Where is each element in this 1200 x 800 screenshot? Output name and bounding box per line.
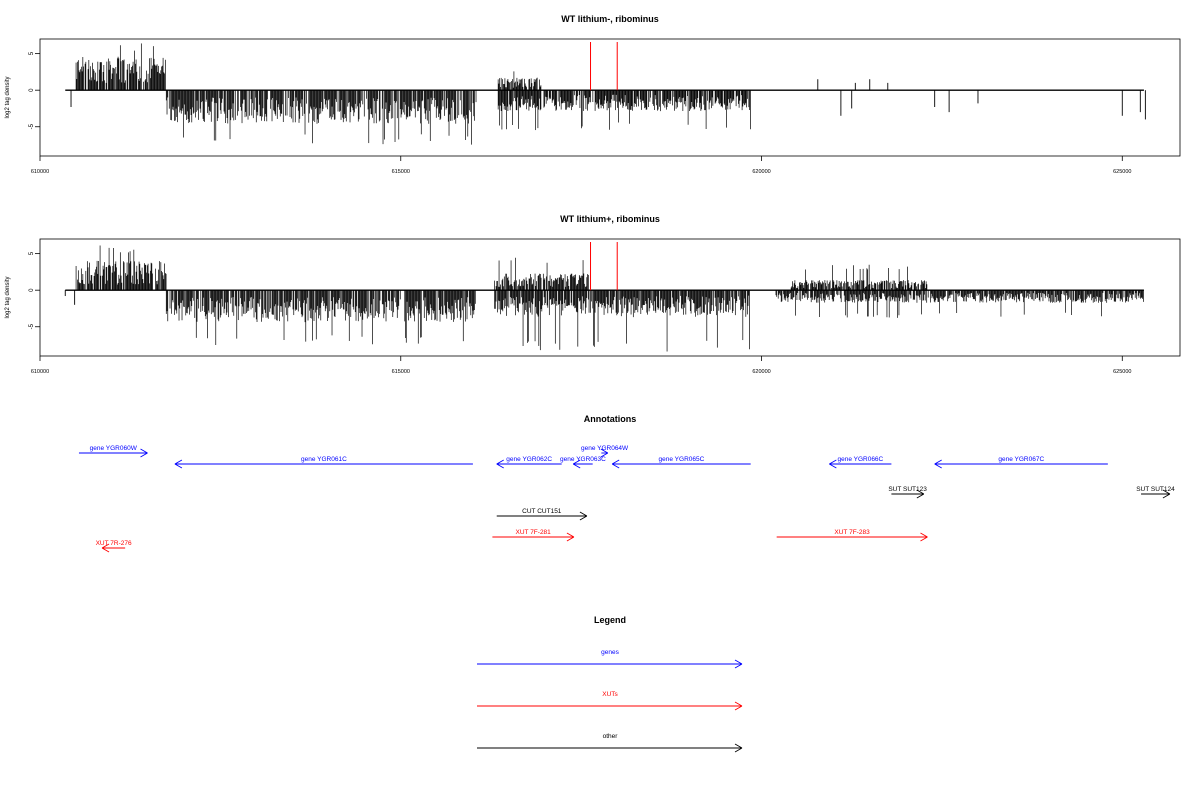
panel1-title: WT lithium-, ribominus (561, 14, 659, 24)
arrow-head (140, 452, 148, 458)
feature-arrow: gene YGR065C (611, 456, 751, 469)
feature-label: gene YGR061C (301, 456, 347, 463)
arrow-head (916, 489, 925, 495)
x-tick-label: 610000 (31, 369, 49, 375)
arrow-head (934, 459, 942, 465)
arrow-head (579, 515, 588, 521)
feature-arrow: gene YGR060W (78, 445, 148, 458)
arrow-head (101, 543, 110, 549)
arrow-head (734, 701, 743, 707)
arrow-head (611, 463, 620, 469)
x-tick-label: 625000 (1113, 369, 1131, 375)
legend-title: Legend (594, 615, 626, 625)
x-tick-label: 620000 (752, 369, 770, 375)
arrow-head (174, 459, 183, 465)
feature-arrow: gene YGR064W (581, 445, 629, 458)
arrow-head (600, 448, 609, 454)
feature-label: XUT 7F-283 (834, 529, 870, 536)
x-tick-label: 615000 (392, 369, 410, 375)
arrow-head (920, 536, 928, 542)
y-tick-label: 5 (29, 51, 35, 55)
legend-item: genes (477, 649, 743, 669)
arrow-head (496, 463, 504, 469)
arrow-head (572, 463, 581, 469)
arrow-head (611, 459, 620, 465)
x-tick-label: 615000 (392, 169, 410, 175)
feature-arrow: gene YGR067C (934, 456, 1108, 469)
feature-arrow: gene YGR061C (174, 456, 473, 469)
annotations-title: Annotations (584, 414, 637, 424)
feature-arrow: gene YGR063C (560, 456, 606, 469)
feature-arrow: XUT 7F-281 (492, 529, 575, 542)
x-tick-label: 620000 (752, 169, 770, 175)
arrow-head (101, 547, 110, 553)
legend-label: genes (601, 649, 619, 656)
y-tick-label: -5 (29, 323, 35, 329)
feature-arrow: XUT 7R-276 (96, 540, 132, 553)
arrow-head (934, 463, 942, 469)
arrow-head (572, 459, 581, 465)
feature-arrow: SUT SUT123 (888, 486, 927, 499)
legend-item: other (477, 733, 743, 753)
arrow-head (734, 705, 743, 711)
feature-label: gene YGR067C (998, 456, 1044, 463)
arrow-head (140, 448, 148, 454)
arrow-head (579, 511, 588, 517)
legend: genes XUTs other (477, 649, 743, 753)
feature-label: gene YGR062C (506, 456, 552, 463)
arrow-head (920, 532, 928, 538)
arrow-head (829, 459, 837, 465)
legend-label: XUTs (602, 691, 618, 698)
plot-frame (39, 38, 1181, 157)
y-axis-label: log2 tag density (5, 76, 11, 118)
arrow-head (600, 452, 609, 458)
arrow-head (496, 459, 504, 465)
feature-label: SUT SUT124 (1136, 486, 1175, 493)
arrow-head (1162, 489, 1171, 495)
arrow-head (829, 463, 837, 469)
arrow-head (1162, 493, 1171, 499)
feature-arrow: SUT SUT124 (1136, 486, 1175, 499)
feature-label: gene YGR064W (581, 445, 629, 452)
signal-bars (70, 43, 1146, 145)
panel2-plot: -5 0 5 log2 tag density 610000 615000 620000 62… (5, 238, 1181, 375)
arrow-head (566, 532, 575, 538)
arrow-head (734, 747, 743, 753)
feature-label: gene YGR065C (659, 456, 705, 463)
arrow-head (734, 743, 743, 749)
panel1-plot: -5 0 5 log2 tag density 610000 615000 620000 62… (5, 38, 1181, 175)
x-tick-label: 625000 (1113, 169, 1131, 175)
y-tick-label: 0 (29, 88, 35, 92)
arrow-head (734, 659, 743, 665)
y-tick-label: 0 (29, 288, 35, 292)
feature-arrow: CUT CUT151 (496, 508, 588, 521)
annotation-track: gene YGR060W gene YGR061C gene YGR062C gene… (78, 445, 1175, 553)
arrow-head (566, 536, 575, 542)
arrow-head (174, 463, 183, 469)
arrow-head (734, 663, 743, 669)
panel2-title: WT lithium+, ribominus (560, 214, 660, 224)
y-tick-label: 5 (29, 251, 35, 255)
feature-label: XUT 7F-281 (516, 529, 552, 536)
plot-frame (39, 238, 1181, 357)
feature-label: gene YGR060W (90, 445, 138, 452)
y-tick-label: -5 (29, 123, 35, 129)
feature-label: XUT 7R-276 (96, 540, 132, 547)
legend-item: XUTs (477, 691, 743, 711)
feature-label: CUT CUT151 (522, 508, 562, 515)
feature-arrow: gene YGR066C (829, 456, 892, 469)
y-axis-label: log2 tag density (5, 276, 11, 318)
arrow-head (916, 493, 925, 499)
x-tick-label: 610000 (31, 169, 49, 175)
feature-arrow: XUT 7F-283 (776, 529, 928, 542)
legend-label: other (603, 733, 619, 740)
feature-arrow: gene YGR062C (496, 456, 562, 469)
feature-label: gene YGR066C (837, 456, 883, 463)
signal-bars (64, 245, 1144, 352)
feature-label: SUT SUT123 (888, 486, 927, 493)
feature-label: gene YGR063C (560, 456, 606, 463)
